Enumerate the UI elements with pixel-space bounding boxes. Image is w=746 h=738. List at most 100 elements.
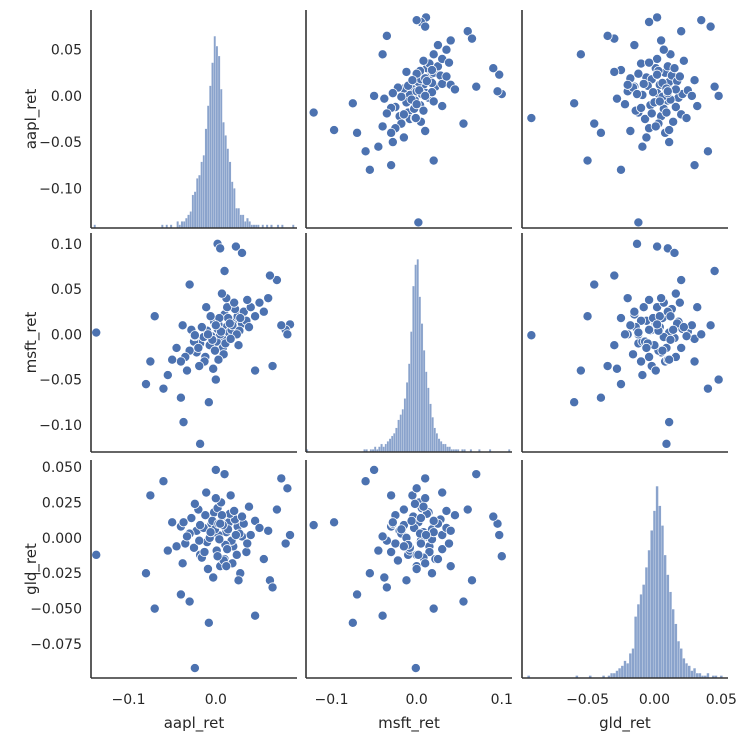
subplot-aapl_ret-vs-aapl_ret xyxy=(90,10,297,229)
scatter-point xyxy=(235,313,246,324)
histogram-bar xyxy=(211,62,214,229)
subplot-msft_ret-vs-msft_ret xyxy=(305,233,512,453)
scatter-point xyxy=(441,71,452,82)
scatter-point xyxy=(696,15,707,26)
scatter-point xyxy=(386,160,397,171)
scatter-point xyxy=(145,490,156,501)
scatter-point xyxy=(208,363,219,374)
histogram-bar xyxy=(636,604,640,679)
scatter-point xyxy=(184,279,195,290)
scatter-point xyxy=(670,101,681,112)
scatter-point xyxy=(210,464,221,475)
scatter-point xyxy=(149,603,160,614)
scatter-point xyxy=(664,417,675,428)
scatter-point xyxy=(410,113,421,124)
histogram-bar xyxy=(620,665,624,679)
scatter-point xyxy=(233,575,244,586)
scatter-point xyxy=(162,370,173,381)
scatter-point xyxy=(276,320,287,331)
scatter-point xyxy=(444,57,455,68)
scatter-point xyxy=(575,49,586,60)
scatter-point xyxy=(271,504,282,515)
scatter-point xyxy=(633,68,644,79)
x-tick-label: 0.0 xyxy=(205,692,227,708)
scatter-point xyxy=(91,549,102,560)
scatter-point xyxy=(401,575,412,586)
y-axis-label: msft_ret xyxy=(22,311,41,373)
y-tick-label: −0.10 xyxy=(39,181,82,197)
y-tick-label: −0.025 xyxy=(30,566,82,582)
scatter-point xyxy=(496,551,507,562)
scatter-point xyxy=(445,525,456,536)
histogram-bar xyxy=(685,663,688,679)
histogram-bar xyxy=(666,574,670,679)
scatter-point xyxy=(444,538,455,549)
subplot-gld_ret-vs-aapl_ret xyxy=(90,460,297,679)
histogram-bar xyxy=(224,135,227,229)
histogram-bar xyxy=(187,214,190,229)
histogram-bar xyxy=(405,382,409,453)
scatter-point xyxy=(347,617,358,628)
scatter-point xyxy=(167,517,178,528)
scatter-point xyxy=(177,558,188,569)
histogram-bar xyxy=(217,55,221,229)
scatter-point xyxy=(420,90,431,101)
scatter-point xyxy=(267,361,278,372)
scatter-point xyxy=(212,551,223,562)
histogram-bar xyxy=(628,653,632,679)
scatter-point xyxy=(379,93,390,104)
scatter-point xyxy=(466,33,477,44)
scatter-point xyxy=(379,572,390,583)
scatter-point xyxy=(637,141,648,152)
histogram-bar xyxy=(682,658,686,679)
histogram-bar xyxy=(176,221,179,229)
scatter-point xyxy=(620,99,631,110)
scatter-point xyxy=(401,66,412,77)
scatter-point xyxy=(360,146,371,157)
subplot-aapl_ret-vs-msft_ret xyxy=(305,10,512,229)
scatter-point xyxy=(633,327,644,338)
histogram-bar xyxy=(422,350,426,453)
histogram-bar xyxy=(414,264,417,453)
scatter-point xyxy=(526,330,537,341)
histogram-bar xyxy=(399,414,402,453)
histogram-bar xyxy=(246,217,249,229)
scatter-point xyxy=(171,541,182,552)
histogram-bar xyxy=(191,194,195,229)
scatter-point xyxy=(308,520,319,531)
histogram-bar xyxy=(193,191,197,229)
histogram-bar xyxy=(650,530,654,679)
histogram-bar xyxy=(401,409,404,453)
x-tick-label: 0.0 xyxy=(406,692,428,708)
histogram-bar xyxy=(618,668,622,679)
histogram-bar xyxy=(202,155,206,229)
histogram-bar xyxy=(378,446,381,453)
scatter-point xyxy=(582,311,593,322)
scatter-point xyxy=(140,379,151,390)
histogram-bar xyxy=(200,161,203,229)
scatter-point xyxy=(214,534,225,545)
histogram-bar xyxy=(248,221,251,229)
scatter-point xyxy=(428,96,439,107)
histogram-bar xyxy=(213,36,216,229)
scatter-point xyxy=(418,105,429,116)
scatter-point xyxy=(352,589,363,600)
scatter-point xyxy=(602,361,613,372)
scatter-point xyxy=(329,517,340,528)
scatter-point xyxy=(224,318,235,329)
scatter-point xyxy=(364,164,375,175)
scatter-point xyxy=(258,554,269,565)
histogram-bar xyxy=(384,443,387,453)
histogram-bar xyxy=(220,88,223,229)
scatter-point xyxy=(494,530,505,541)
histogram-bar xyxy=(373,446,377,453)
scatter-point xyxy=(669,247,680,258)
subplot-aapl_ret-vs-gld_ret xyxy=(521,10,728,229)
scatter-point xyxy=(219,266,230,277)
scatter-point xyxy=(471,469,482,480)
scatter-point xyxy=(250,610,261,621)
scatter-point xyxy=(652,53,663,64)
scatter-point xyxy=(216,288,227,299)
histogram-bar xyxy=(669,591,672,679)
histogram-bar xyxy=(222,122,225,229)
